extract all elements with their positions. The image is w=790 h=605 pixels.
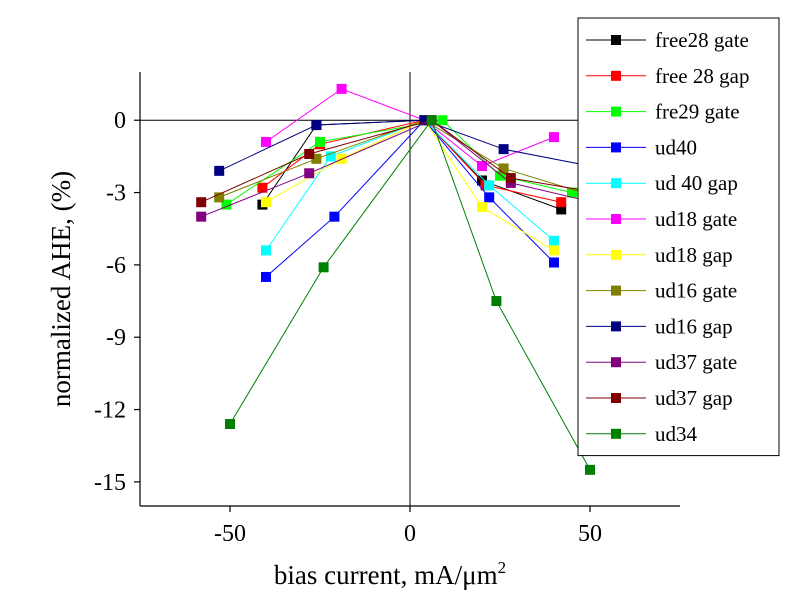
- legend-item: ud37 gap: [586, 386, 733, 410]
- data-point: [304, 168, 315, 179]
- data-point: [325, 151, 336, 162]
- data-point: [261, 197, 271, 208]
- data-point: [477, 202, 487, 213]
- legend-label: fre29 gate: [655, 100, 740, 124]
- legend-label: ud16 gate: [655, 279, 737, 303]
- x-tick-label: -50: [214, 521, 246, 547]
- y-tick-label: -9: [106, 325, 126, 351]
- x-axis-title: bias current, mA/μm2: [274, 558, 506, 590]
- x-tick-label: 50: [578, 521, 602, 547]
- data-point: [261, 136, 271, 147]
- data-point: [549, 257, 559, 268]
- data-point: [311, 120, 322, 131]
- data-point: [477, 161, 487, 172]
- y-tick-label: -3: [106, 181, 126, 207]
- data-point: [214, 192, 225, 203]
- legend-item: free28 gate: [586, 28, 749, 52]
- y-tick-label: -6: [106, 253, 126, 279]
- legend-label: ud34: [655, 422, 698, 446]
- data-point: [318, 262, 329, 273]
- legend-marker: [611, 142, 621, 153]
- legend-marker: [611, 178, 621, 189]
- legend-marker: [611, 106, 621, 117]
- y-tick-label: -15: [94, 470, 126, 496]
- legend-item: free 28 gap: [586, 64, 749, 88]
- x-tick-label: 0: [404, 521, 416, 547]
- legend-item: ud18 gate: [586, 207, 737, 231]
- data-point: [585, 464, 595, 475]
- data-point: [556, 197, 567, 208]
- data-point: [221, 199, 232, 210]
- data-point: [549, 132, 559, 143]
- legend-marker: [611, 393, 621, 403]
- series-layer: [196, 83, 595, 475]
- data-point: [505, 173, 516, 184]
- data-point: [567, 187, 577, 198]
- data-point: [498, 144, 509, 155]
- data-point: [549, 245, 559, 256]
- data-point: [329, 211, 340, 222]
- y-axis-title: normalized AHE, (%): [46, 171, 76, 407]
- legend-label: ud40: [655, 135, 697, 159]
- legend-marker: [611, 428, 621, 439]
- legend-marker: [611, 357, 621, 368]
- legend-label: ud18 gap: [655, 243, 733, 267]
- data-point: [214, 165, 225, 176]
- data-point: [556, 204, 567, 215]
- data-point: [498, 163, 509, 174]
- data-point: [419, 115, 430, 126]
- legend: free28 gate free 28 gap fre29 gate ud40 ud 4…: [577, 17, 780, 457]
- legend-item: ud18 gap: [586, 243, 733, 267]
- legend-label: ud37 gap: [655, 386, 733, 410]
- data-point: [225, 419, 235, 430]
- data-point: [484, 180, 495, 191]
- legend-marker: [611, 70, 621, 81]
- legend-marker: [611, 214, 621, 224]
- legend-box: [577, 17, 780, 457]
- legend-item: ud37 gate: [586, 350, 737, 374]
- x-axis-title-superscript: 2: [498, 558, 507, 577]
- data-point: [261, 271, 271, 282]
- legend-marker: [611, 285, 621, 296]
- data-point: [196, 211, 207, 222]
- data-point: [311, 153, 322, 164]
- legend-marker: [611, 35, 621, 45]
- legend-item: ud 40 gap: [586, 171, 738, 195]
- legend-marker: [611, 321, 621, 332]
- data-point: [426, 115, 437, 126]
- y-tick-label: 0: [114, 108, 126, 134]
- data-point: [257, 182, 268, 193]
- data-point: [491, 296, 502, 307]
- series-11: [225, 115, 595, 475]
- legend-marker: [611, 249, 621, 260]
- legend-label: ud37 gate: [655, 350, 737, 374]
- data-point: [437, 115, 448, 126]
- ticks-layer: 0 -3 -6 -9 -12 -15 -50 0 50: [94, 108, 602, 547]
- data-point: [484, 192, 495, 203]
- legend-label: ud16 gap: [655, 314, 733, 338]
- legend-label: free28 gate: [655, 28, 749, 52]
- legend-item: ud16 gate: [586, 279, 737, 303]
- legend-item: ud16 gap: [586, 314, 733, 338]
- x-axis-title-base: bias current, mA/μm: [274, 560, 498, 590]
- legend-label: ud 40 gap: [655, 171, 738, 195]
- data-point: [261, 245, 271, 256]
- legend-item: ud34: [586, 422, 698, 446]
- legend-item: fre29 gate: [586, 100, 740, 124]
- data-point: [315, 136, 325, 147]
- data-point: [549, 235, 559, 246]
- y-tick-label: -12: [94, 398, 126, 424]
- legend-item: ud40: [586, 135, 697, 159]
- data-point: [495, 170, 505, 181]
- data-point: [304, 148, 315, 159]
- data-point: [196, 197, 207, 208]
- legend-label: ud18 gate: [655, 207, 737, 231]
- data-point: [336, 83, 347, 94]
- legend-label: free 28 gap: [655, 64, 749, 88]
